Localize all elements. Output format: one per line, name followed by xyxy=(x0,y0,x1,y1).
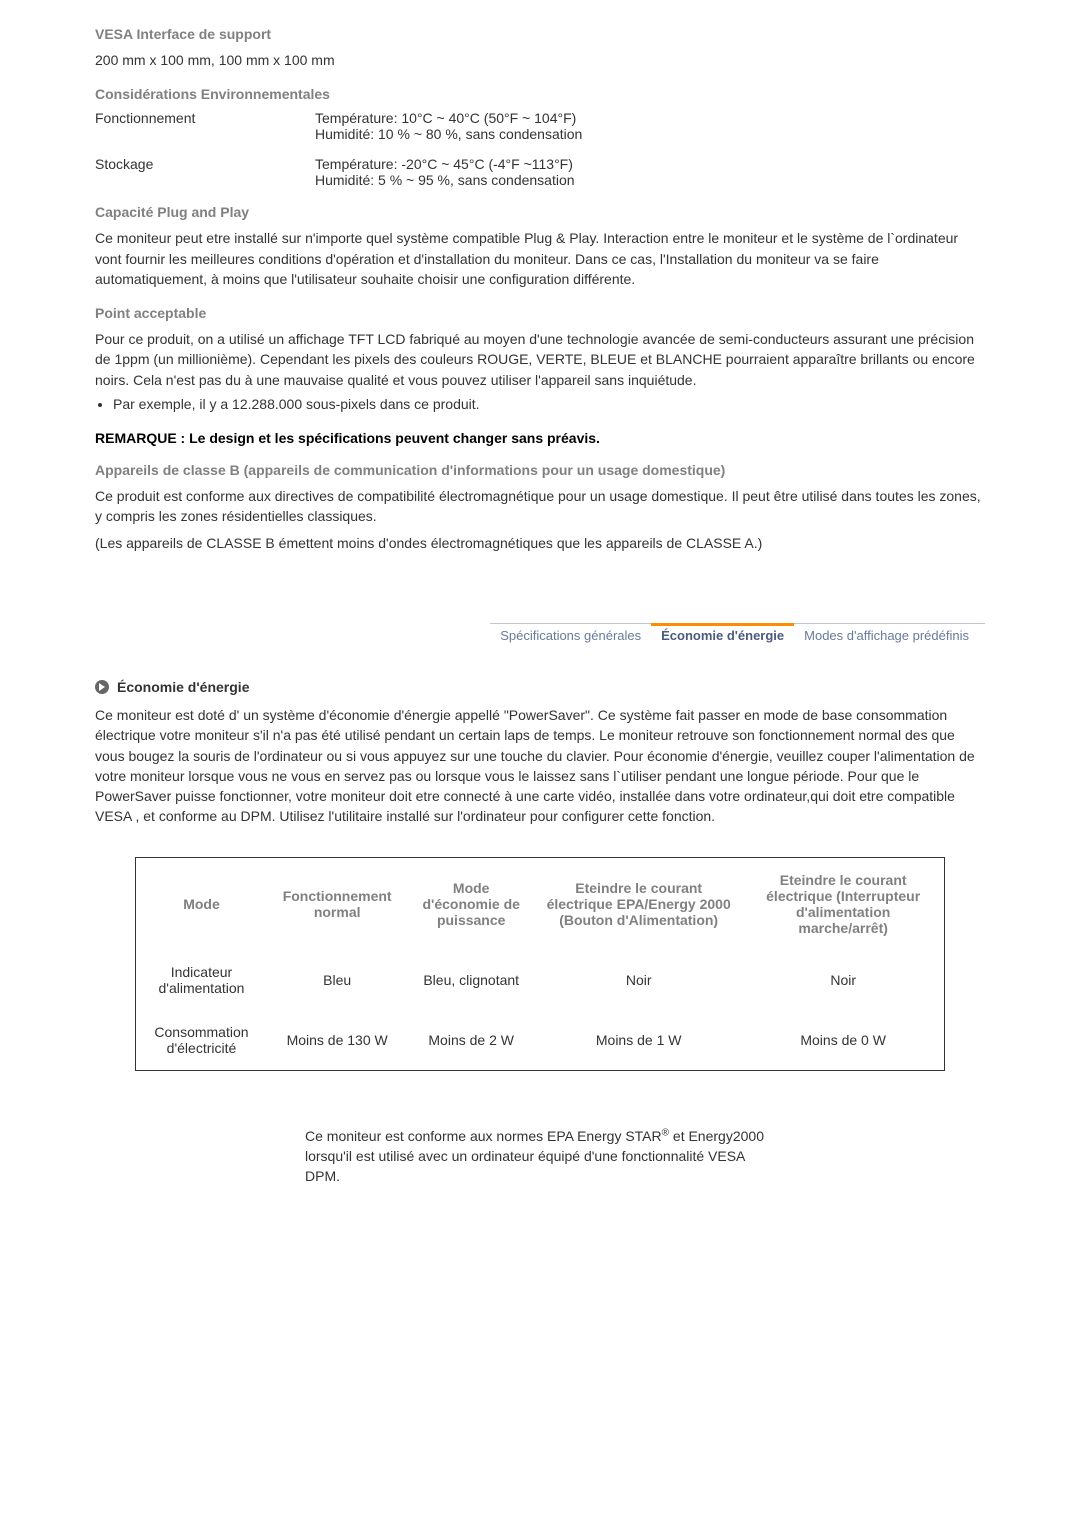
env-label: Stockage xyxy=(95,156,315,188)
eco-heading-text: Économie d'énergie xyxy=(117,679,249,695)
point-title: Point acceptable xyxy=(95,305,985,321)
table-header-row: Mode Fonctionnement normal Mode d'économ… xyxy=(136,857,945,950)
tab-display-modes[interactable]: Modes d'affichage prédéfinis xyxy=(794,623,979,649)
point-bullets: Par exemple, il y a 12.288.000 sous-pixe… xyxy=(95,396,985,412)
cell: Noir xyxy=(742,950,944,1010)
tab-bar: Spécifications générales Économie d'éner… xyxy=(95,623,985,649)
class-b-body-1: Ce produit est conforme aux directives d… xyxy=(95,486,985,527)
table-row: Consommation d'électricité Moins de 130 … xyxy=(136,1010,945,1071)
env-line: Température: 10°C ~ 40°C (50°F ~ 104°F) xyxy=(315,110,985,126)
plug-body: Ce moniteur peut etre installé sur n'imp… xyxy=(95,228,985,289)
env-line: Humidité: 5 % ~ 95 %, sans condensation xyxy=(315,172,985,188)
cell: Moins de 0 W xyxy=(742,1010,944,1071)
col-header-mode: Mode xyxy=(136,857,267,950)
tab-trailing xyxy=(979,623,985,649)
cell: Indicateur d'alimentation xyxy=(136,950,267,1010)
col-header-economy: Mode d'économie de puissance xyxy=(407,857,535,950)
col-header-normal: Fonctionnement normal xyxy=(267,857,407,950)
eco-heading: Économie d'énergie xyxy=(95,679,985,695)
cell: Consommation d'électricité xyxy=(136,1010,267,1071)
env-value: Température: 10°C ~ 40°C (50°F ~ 104°F) … xyxy=(315,110,985,142)
cell: Moins de 2 W xyxy=(407,1010,535,1071)
cell: Noir xyxy=(535,950,742,1010)
footnote-sup: ® xyxy=(662,1127,669,1138)
table-row: Indicateur d'alimentation Bleu Bleu, cli… xyxy=(136,950,945,1010)
env-line: Humidité: 10 % ~ 80 %, sans condensation xyxy=(315,126,985,142)
env-table: Fonctionnement Température: 10°C ~ 40°C … xyxy=(95,110,985,188)
col-header-switch: Eteindre le courant électrique (Interrup… xyxy=(742,857,944,950)
tab-economy[interactable]: Économie d'énergie xyxy=(651,623,794,649)
cell: Moins de 130 W xyxy=(267,1010,407,1071)
page-container: VESA Interface de support 200 mm x 100 m… xyxy=(0,0,1080,1207)
power-table: Mode Fonctionnement normal Mode d'économ… xyxy=(135,857,945,1071)
arrow-icon xyxy=(95,680,109,694)
env-row: Fonctionnement Température: 10°C ~ 40°C … xyxy=(95,110,985,142)
remarque: REMARQUE : Le design et les spécificatio… xyxy=(95,430,985,446)
env-line: Température: -20°C ~ 45°C (-4°F ~113°F) xyxy=(315,156,985,172)
vesa-body: 200 mm x 100 mm, 100 mm x 100 mm xyxy=(95,50,985,70)
cell: Bleu xyxy=(267,950,407,1010)
env-label: Fonctionnement xyxy=(95,110,315,142)
point-body: Pour ce produit, on a utilisé un afficha… xyxy=(95,329,985,390)
eco-body: Ce moniteur est doté d' un système d'éco… xyxy=(95,705,985,827)
env-row: Stockage Température: -20°C ~ 45°C (-4°F… xyxy=(95,156,985,188)
plug-title: Capacité Plug and Play xyxy=(95,204,985,220)
point-bullet-item: Par exemple, il y a 12.288.000 sous-pixe… xyxy=(113,396,985,412)
class-b-body-2: (Les appareils de CLASSE B émettent moin… xyxy=(95,533,985,553)
tab-specifications[interactable]: Spécifications générales xyxy=(490,623,651,649)
footnote: Ce moniteur est conforme aux normes EPA … xyxy=(305,1126,775,1187)
env-title: Considérations Environnementales xyxy=(95,86,985,102)
class-b-title: Appareils de classe B (appareils de comm… xyxy=(95,462,985,478)
vesa-title: VESA Interface de support xyxy=(95,26,985,42)
cell: Bleu, clignotant xyxy=(407,950,535,1010)
env-value: Température: -20°C ~ 45°C (-4°F ~113°F) … xyxy=(315,156,985,188)
cell: Moins de 1 W xyxy=(535,1010,742,1071)
col-header-epa: Eteindre le courant électrique EPA/Energ… xyxy=(535,857,742,950)
footnote-pre: Ce moniteur est conforme aux normes EPA … xyxy=(305,1128,662,1144)
